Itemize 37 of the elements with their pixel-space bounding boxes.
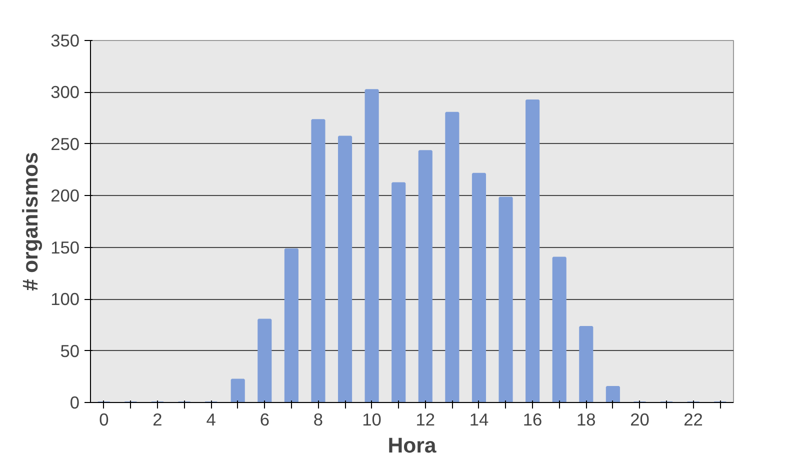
y-tick-label: 100: [50, 289, 80, 310]
x-tick-label: 12: [416, 410, 436, 430]
x-tick-label: 14: [469, 410, 489, 430]
x-tick-label: 20: [630, 410, 650, 430]
y-tick-label: 50: [60, 340, 80, 361]
bar: [258, 318, 272, 402]
x-tick-label: 10: [362, 410, 382, 430]
bar: [606, 386, 620, 402]
y-tick-label: 200: [50, 186, 80, 206]
bar: [311, 119, 326, 402]
x-tick-label: 6: [260, 410, 270, 430]
x-tick-label: 18: [576, 410, 596, 430]
bar: [364, 89, 379, 402]
x-tick-label: 4: [206, 410, 216, 430]
bar: [418, 150, 432, 402]
x-tick-label: 16: [522, 410, 542, 430]
bar: [472, 172, 486, 402]
bar: [579, 326, 594, 402]
bar: [498, 196, 513, 402]
y-tick-label: 0: [70, 392, 80, 412]
bar: [338, 136, 352, 402]
bar: [445, 112, 460, 402]
y-tick-label: 300: [50, 82, 80, 102]
x-tick-label: 2: [152, 410, 162, 430]
bar: [230, 378, 245, 402]
bar: [284, 248, 298, 402]
bar: [552, 256, 566, 402]
x-tick-label: 22: [684, 410, 703, 430]
y-tick-label: 350: [50, 30, 80, 50]
y-tick-label: 150: [50, 237, 80, 258]
x-axis-title: Hora: [388, 434, 436, 458]
y-tick-label: 250: [50, 134, 80, 154]
x-tick-label: 0: [99, 410, 109, 430]
y-axis-title: # organismos: [18, 152, 43, 291]
x-tick-label: 8: [313, 410, 324, 430]
bar: [526, 99, 540, 402]
bar: [392, 182, 406, 402]
